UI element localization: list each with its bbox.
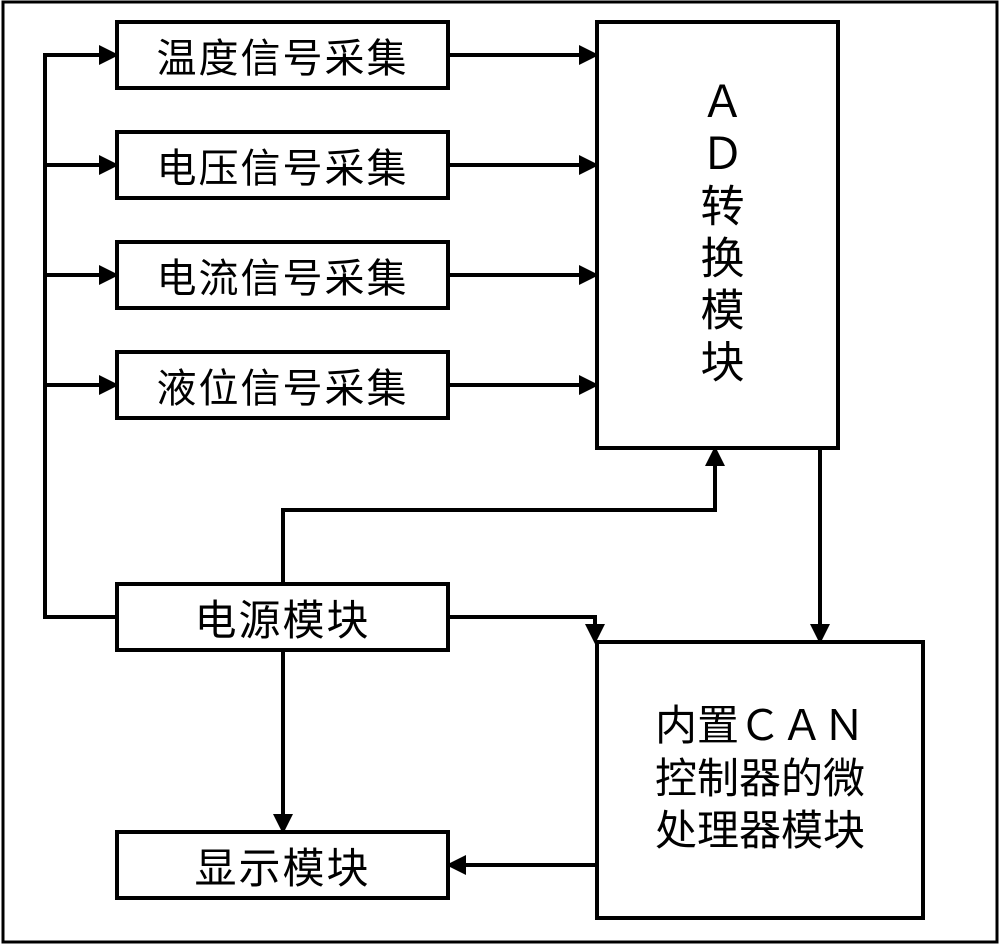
node-label: 电源模块 bbox=[194, 587, 370, 648]
node-label: 液位信号采集 bbox=[157, 356, 409, 414]
node-label: 内置ＣＡＮ控制器的微处理器模块 bbox=[655, 701, 865, 859]
diagram-canvas: { "meta": { "type": "flowchart", "backgr… bbox=[0, 0, 1000, 946]
node-label: 温度信号采集 bbox=[157, 26, 409, 84]
node-label: 电压信号采集 bbox=[157, 136, 409, 194]
node-label: ＡＤ转换模块 bbox=[686, 79, 750, 391]
node-n_mcu: 内置ＣＡＮ控制器的微处理器模块 bbox=[595, 640, 925, 920]
edge-n_power-n_ad bbox=[283, 450, 715, 582]
node-label: 电流信号采集 bbox=[157, 246, 409, 304]
node-label: 显示模块 bbox=[194, 835, 370, 896]
node-n_temp: 温度信号采集 bbox=[115, 20, 450, 90]
edge-n_power-n_mcu bbox=[450, 617, 595, 640]
node-n_ad: ＡＤ转换模块 bbox=[595, 20, 840, 450]
node-n_curr: 电流信号采集 bbox=[115, 240, 450, 310]
node-n_level: 液位信号采集 bbox=[115, 350, 450, 420]
node-n_volt: 电压信号采集 bbox=[115, 130, 450, 200]
node-n_power: 电源模块 bbox=[115, 582, 450, 652]
edge-n_power-n_temp bbox=[45, 55, 115, 617]
node-n_disp: 显示模块 bbox=[115, 830, 450, 900]
